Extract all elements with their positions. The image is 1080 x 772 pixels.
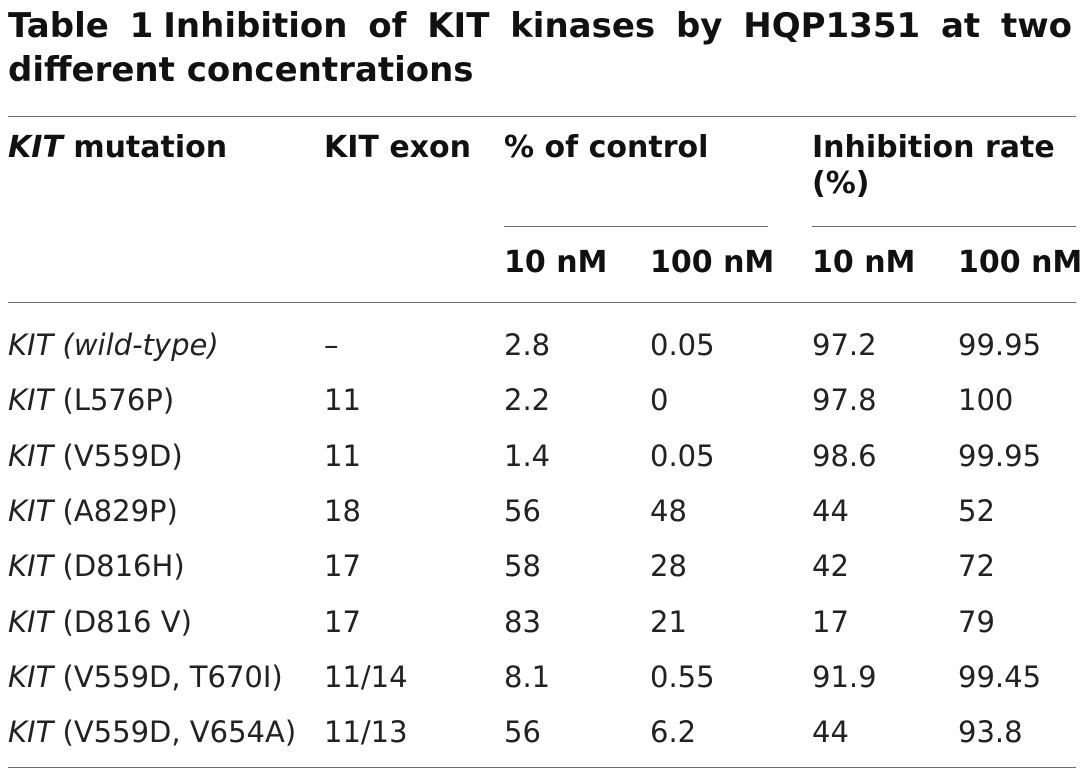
table-row-pct-10nm: 56: [504, 494, 541, 528]
table-row-exon: 17: [324, 605, 361, 639]
table-row-exon: 11/14: [324, 660, 408, 694]
table-row-inh-10nm: 42: [812, 549, 849, 583]
table-row-pct-100nm: 0.05: [650, 439, 715, 473]
table-row-inh-100nm: 99.95: [958, 328, 1042, 362]
table-row-mutation: KIT (L576P): [8, 383, 174, 417]
subheader-inh-100nm: 100 nM: [958, 245, 1080, 280]
subheader-pct-100nm: 100 nM: [650, 245, 775, 280]
mutation-variant: (wild-type): [53, 328, 219, 362]
header-kit-mutation-rest: mutation: [62, 130, 228, 165]
table-row-exon: 11: [324, 439, 361, 473]
table-row-inh-10nm: 98.6: [812, 439, 877, 473]
table-row-pct-100nm: 0.55: [650, 660, 715, 694]
table-row-inh-100nm: 79: [958, 605, 995, 639]
table-row-pct-10nm: 2.2: [504, 383, 551, 417]
table-top-rule: [8, 116, 1076, 117]
table-row-inh-100nm: 99.45: [958, 660, 1042, 694]
table-row-inh-10nm: 44: [812, 715, 849, 749]
mutation-variant: (V559D): [53, 439, 183, 473]
header-kit-mutation-italic: KIT: [8, 130, 63, 165]
mutation-gene: KIT: [8, 715, 54, 749]
table-bottom-rule: [8, 767, 1076, 768]
mutation-gene: KIT: [8, 328, 54, 362]
header-kit-exon: KIT exon: [324, 130, 471, 165]
table-row-exon: 18: [324, 494, 361, 528]
mutation-variant: (D816H): [53, 549, 185, 583]
table-row-inh-100nm: 72: [958, 549, 995, 583]
table-row-inh-100nm: 100: [958, 383, 1014, 417]
table-row-pct-100nm: 21: [650, 605, 687, 639]
table-row-inh-10nm: 44: [812, 494, 849, 528]
table-row-pct-10nm: 1.4: [504, 439, 551, 473]
table-row-pct-10nm: 56: [504, 715, 541, 749]
mutation-gene: KIT: [8, 383, 54, 417]
table-row-mutation: KIT (wild-type): [8, 328, 219, 362]
table-caption-label: Table 1: [8, 6, 154, 46]
mutation-variant: (A829P): [53, 494, 178, 528]
mutation-gene: KIT: [8, 549, 54, 583]
inhibition-rate-subrule: [812, 226, 1076, 227]
table-row-exon: –: [324, 328, 339, 362]
table-row-mutation: KIT (V559D, V654A): [8, 715, 296, 749]
table-row-exon: 11/13: [324, 715, 408, 749]
table-row-pct-10nm: 83: [504, 605, 541, 639]
table-row-pct-100nm: 0: [650, 383, 669, 417]
table-row-inh-10nm: 91.9: [812, 660, 877, 694]
table-row-pct-10nm: 8.1: [504, 660, 551, 694]
mutation-gene: KIT: [8, 660, 54, 694]
table-row-mutation: KIT (V559D): [8, 439, 183, 473]
mutation-gene: KIT: [8, 605, 54, 639]
header-inhibition-rate: Inhibition rate (%): [812, 130, 1055, 201]
table-row-inh-100nm: 52: [958, 494, 995, 528]
table-row-exon: 17: [324, 549, 361, 583]
table-row-inh-10nm: 97.2: [812, 328, 877, 362]
mutation-gene: KIT: [8, 494, 54, 528]
table-row-pct-100nm: 48: [650, 494, 687, 528]
percent-of-control-subrule: [504, 226, 768, 227]
table-row-mutation: KIT (D816 V): [8, 605, 192, 639]
mutation-gene: KIT: [8, 439, 54, 473]
table-caption: Table 1 Inhibition of KIT kinases by HQP1…: [8, 4, 1072, 92]
table-row-pct-100nm: 0.05: [650, 328, 715, 362]
table-row-inh-10nm: 17: [812, 605, 849, 639]
table-caption-text: Inhibition of KIT kinases by HQP1351 at …: [8, 6, 1072, 90]
table-row-mutation: KIT (D816H): [8, 549, 185, 583]
table-row-inh-10nm: 97.8: [812, 383, 877, 417]
table-row-inh-100nm: 99.95: [958, 439, 1042, 473]
mutation-variant: (V559D, V654A): [53, 715, 297, 749]
table-row-pct-10nm: 58: [504, 549, 541, 583]
mutation-variant: (V559D, T670I): [53, 660, 283, 694]
subheader-pct-10nm: 10 nM: [504, 245, 608, 280]
subheader-inh-10nm: 10 nM: [812, 245, 916, 280]
mutation-variant: (D816 V): [53, 605, 192, 639]
table-row-exon: 11: [324, 383, 361, 417]
table-row-mutation: KIT (A829P): [8, 494, 178, 528]
header-percent-of-control: % of control: [504, 130, 709, 165]
table-header-rule: [8, 302, 1076, 303]
header-kit-mutation: KIT mutation: [8, 130, 227, 166]
table-page: Table 1 Inhibition of KIT kinases by HQP1…: [8, 0, 1080, 772]
table-row-pct-10nm: 2.8: [504, 328, 551, 362]
table-row-mutation: KIT (V559D, T670I): [8, 660, 283, 694]
table-row-pct-100nm: 28: [650, 549, 687, 583]
mutation-variant: (L576P): [53, 383, 175, 417]
table-row-inh-100nm: 93.8: [958, 715, 1023, 749]
table-row-pct-100nm: 6.2: [650, 715, 697, 749]
